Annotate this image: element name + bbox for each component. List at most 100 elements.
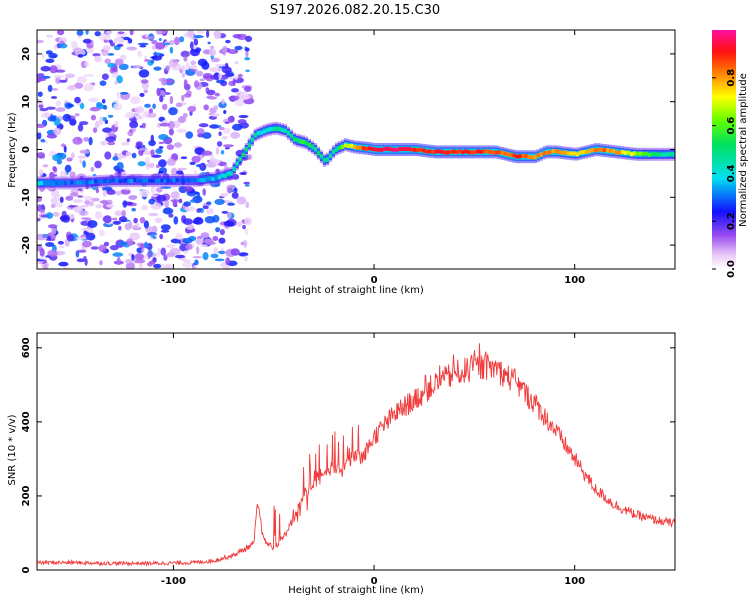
track-cell [91,180,95,185]
track-cell [599,147,603,152]
noise-blob [83,136,89,142]
track-cell [169,179,173,183]
noise-blob [193,80,200,88]
track-cell [295,137,299,142]
noise-blob [76,249,87,253]
noise-blob [82,240,92,248]
noise-blob [147,112,157,118]
y-tick-label: 10 [21,95,32,109]
noise-blob [112,220,121,225]
track-cell [199,178,203,183]
noise-blob [125,262,135,269]
track-cell [377,147,381,152]
noise-blob [231,88,239,93]
noise-blob [183,218,193,226]
track-cell [298,139,302,144]
track-cell [250,137,254,142]
track-cell [88,180,92,185]
noise-blob [223,266,231,269]
noise-blob [206,89,216,96]
track-cell [569,151,573,156]
noise-blob [37,123,46,128]
noise-blob [189,41,194,50]
noise-blob [155,30,162,35]
noise-blob [160,247,167,256]
noise-blob [244,217,252,226]
track-cell [368,146,372,151]
noise-blob [169,40,175,45]
noise-blob [158,141,164,145]
noise-blob [225,39,231,44]
track-cell [566,151,570,156]
noise-blob [94,55,102,63]
noise-blob [74,48,86,57]
noise-blob [103,105,108,110]
noise-blob [170,167,178,176]
noise-blob [79,102,85,110]
noise-blob [213,247,218,254]
noise-blob [90,114,97,121]
noise-blob [194,259,199,266]
track-cell [166,178,170,183]
noise-blob [96,102,103,107]
track-cell [142,178,146,183]
noise-blob [84,258,88,266]
noise-blob [238,114,249,119]
noise-blob [83,83,95,92]
noise-blob [147,262,153,267]
track-cell [632,151,637,156]
noise-blob [72,136,83,145]
noise-blob [37,152,46,159]
noise-blob [105,30,113,35]
noise-blob [123,36,130,41]
track-cell [181,179,185,184]
noise-blob [193,38,199,46]
noise-blob [150,202,162,210]
noise-blob [218,72,222,80]
noise-blob [210,57,221,63]
noise-blob [213,161,221,165]
noise-blob [157,247,161,256]
noise-blob [50,189,60,198]
track-cell [334,147,339,152]
noise-blob [230,248,240,256]
noise-blob [162,207,174,215]
track-cell [638,151,643,156]
noise-blob [186,224,194,230]
track-cell [548,150,552,155]
track-cell [584,149,588,154]
noise-blob [245,201,250,209]
x-tick-label: -100 [161,275,186,286]
track-cell [488,150,492,154]
noise-blob [144,59,152,62]
noise-blob [94,160,102,169]
noise-blob [215,146,220,155]
track-cell [247,143,251,148]
noise-blob [39,209,45,213]
noise-blob [183,93,192,98]
noise-blob [57,240,64,245]
noise-blob [47,224,58,229]
track-cell [46,181,50,186]
noise-blob [221,66,232,74]
noise-blob [108,39,113,44]
track-cell [404,147,408,152]
noise-blob [245,69,250,73]
track-cell [148,178,152,183]
noise-blob [222,45,228,53]
track-cell [578,150,582,155]
noise-blob [239,95,251,100]
noise-blob [85,228,95,233]
noise-blob [236,196,247,205]
noise-blob [52,166,57,172]
track-cell [157,179,161,184]
noise-blob [170,238,182,244]
noise-blob [182,237,193,244]
track-cell [560,150,564,155]
noise-blob [156,87,161,96]
noise-blob [45,34,54,38]
x-tick-label: 0 [371,576,378,587]
track-cell [635,151,640,156]
track-cell [58,181,62,186]
track-cell [79,181,83,185]
